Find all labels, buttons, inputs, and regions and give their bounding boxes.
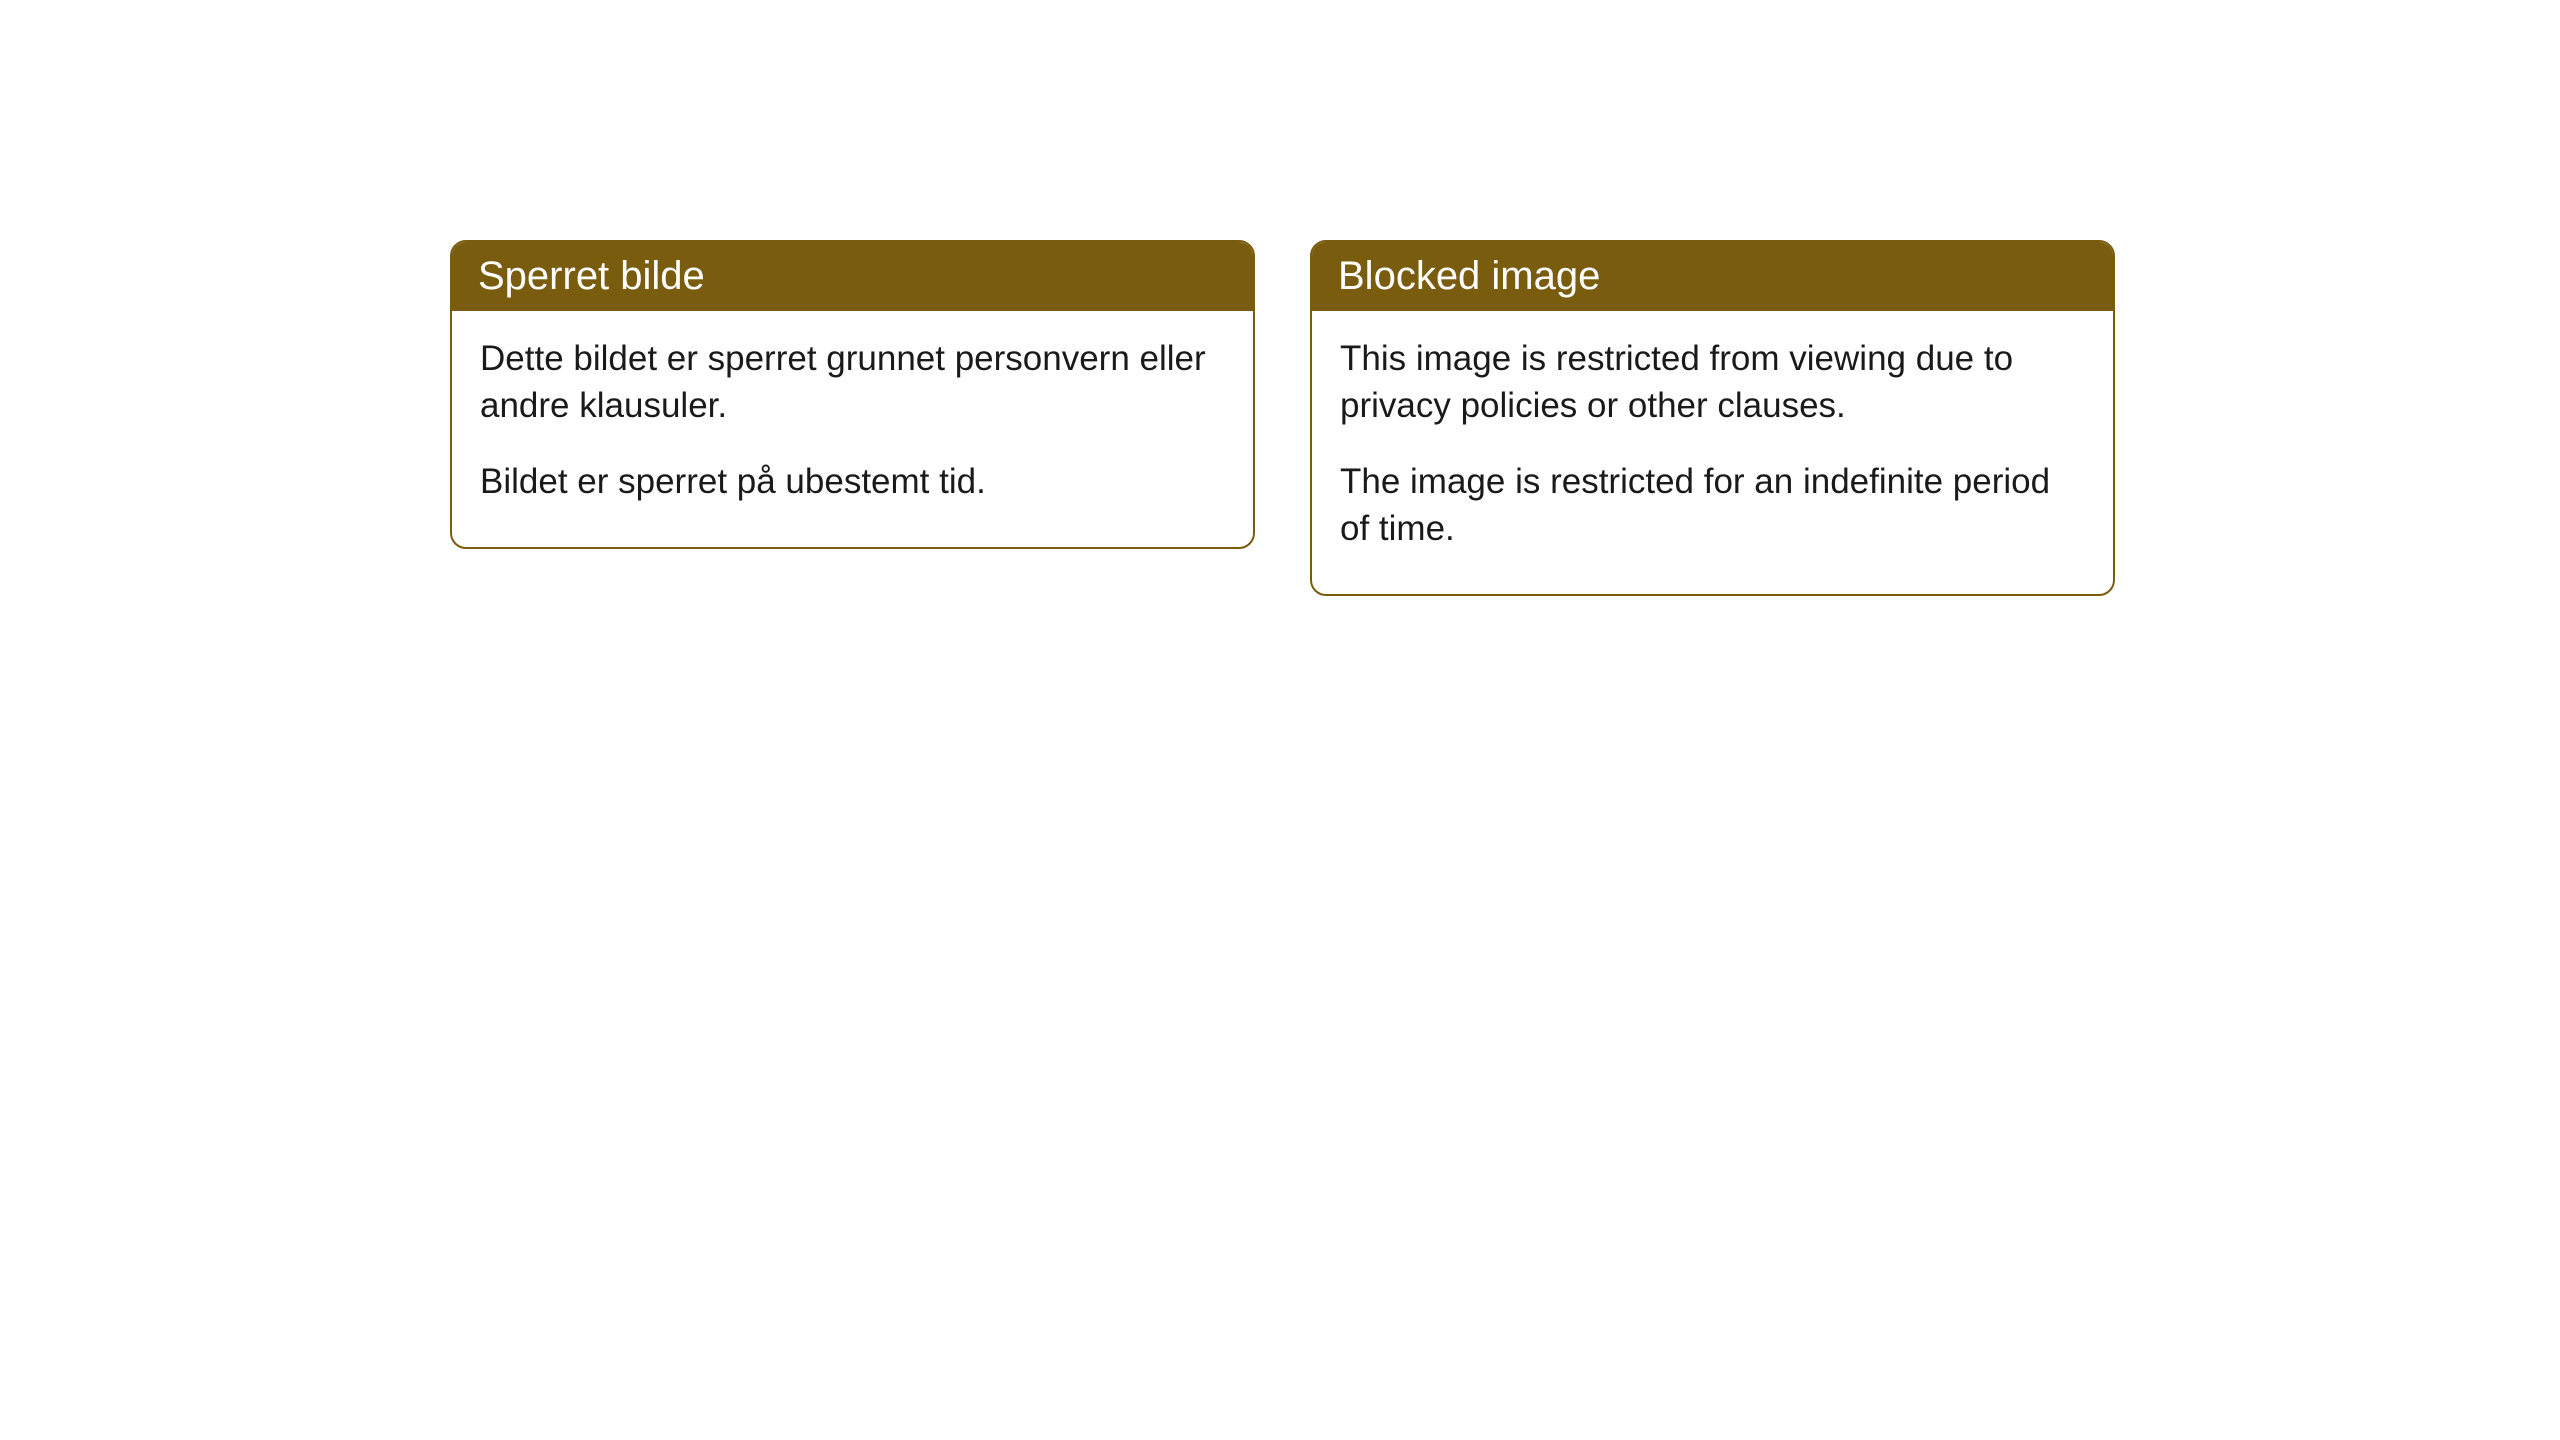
blocked-image-card-norwegian: Sperret bilde Dette bildet er sperret gr… [450,240,1255,549]
card-paragraph: The image is restricted for an indefinit… [1340,458,2085,553]
card-title: Blocked image [1338,254,1600,298]
card-header: Blocked image [1312,242,2113,311]
card-body: Dette bildet er sperret grunnet personve… [452,311,1253,547]
blocked-image-card-english: Blocked image This image is restricted f… [1310,240,2115,596]
card-paragraph: Dette bildet er sperret grunnet personve… [480,335,1225,430]
card-header: Sperret bilde [452,242,1253,311]
card-body: This image is restricted from viewing du… [1312,311,2113,594]
card-paragraph: This image is restricted from viewing du… [1340,335,2085,430]
card-title: Sperret bilde [478,254,705,298]
card-paragraph: Bildet er sperret på ubestemt tid. [480,458,1225,505]
